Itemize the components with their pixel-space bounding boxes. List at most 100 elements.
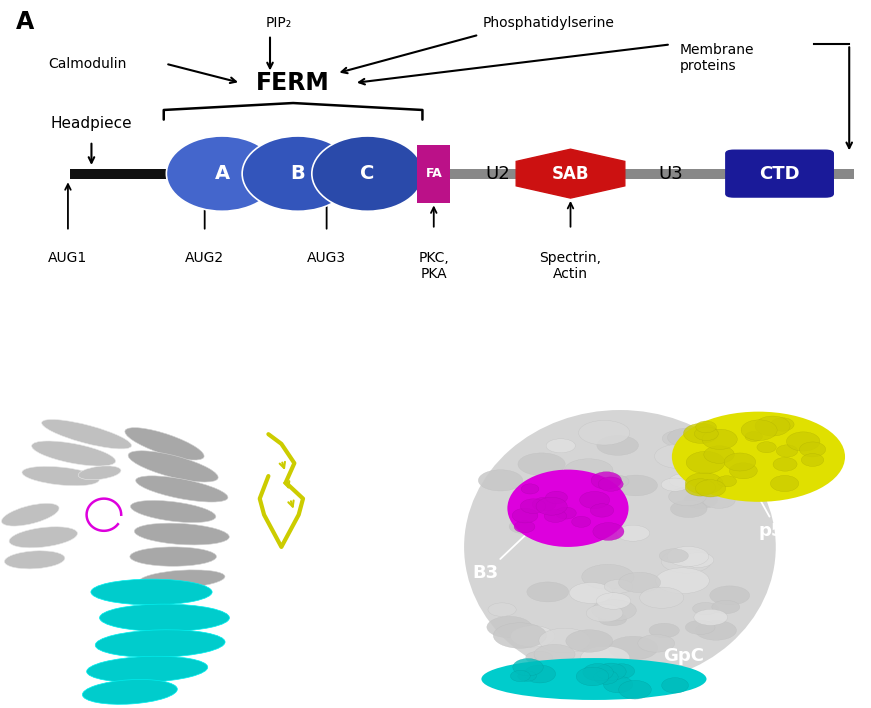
- Ellipse shape: [755, 416, 790, 436]
- Ellipse shape: [638, 634, 675, 652]
- FancyBboxPatch shape: [417, 144, 450, 202]
- FancyBboxPatch shape: [70, 169, 854, 178]
- Ellipse shape: [702, 429, 738, 450]
- Ellipse shape: [717, 476, 737, 487]
- Ellipse shape: [493, 623, 547, 649]
- Text: FERM: FERM: [256, 71, 330, 95]
- Ellipse shape: [639, 587, 684, 608]
- Ellipse shape: [591, 472, 622, 489]
- Ellipse shape: [510, 670, 530, 682]
- Ellipse shape: [136, 476, 228, 502]
- Ellipse shape: [91, 579, 213, 605]
- Ellipse shape: [695, 620, 737, 640]
- Text: p55: p55: [755, 491, 796, 539]
- FancyBboxPatch shape: [725, 149, 834, 198]
- Ellipse shape: [649, 623, 679, 638]
- Ellipse shape: [518, 453, 565, 476]
- Ellipse shape: [78, 466, 121, 480]
- Text: Headpiece: Headpiece: [51, 116, 132, 131]
- Text: GpC: GpC: [631, 647, 705, 678]
- Ellipse shape: [672, 411, 845, 502]
- Text: AUG2: AUG2: [186, 251, 224, 265]
- Ellipse shape: [527, 582, 569, 602]
- Ellipse shape: [609, 664, 635, 678]
- Ellipse shape: [745, 432, 762, 442]
- Ellipse shape: [800, 442, 826, 457]
- Ellipse shape: [685, 472, 723, 494]
- Ellipse shape: [521, 484, 539, 494]
- Ellipse shape: [544, 510, 566, 523]
- Ellipse shape: [580, 646, 630, 670]
- Ellipse shape: [776, 445, 798, 457]
- Ellipse shape: [771, 476, 799, 491]
- Text: SAB: SAB: [551, 165, 590, 183]
- Ellipse shape: [729, 463, 757, 479]
- Ellipse shape: [593, 670, 618, 684]
- Text: B3: B3: [473, 530, 531, 582]
- Ellipse shape: [591, 600, 637, 621]
- Ellipse shape: [509, 520, 538, 534]
- Ellipse shape: [704, 446, 734, 463]
- Ellipse shape: [130, 547, 216, 566]
- Ellipse shape: [773, 457, 797, 471]
- Ellipse shape: [31, 441, 116, 466]
- Ellipse shape: [583, 663, 613, 681]
- Ellipse shape: [787, 432, 820, 451]
- Ellipse shape: [482, 658, 706, 700]
- Text: Lobe B: Lobe B: [238, 649, 302, 667]
- Text: U2: U2: [486, 165, 510, 183]
- Ellipse shape: [166, 136, 278, 211]
- Text: C: C: [361, 164, 375, 183]
- Ellipse shape: [242, 136, 354, 211]
- Ellipse shape: [22, 467, 99, 486]
- Ellipse shape: [478, 470, 523, 491]
- Ellipse shape: [578, 421, 630, 445]
- Text: Phosphatidylserine: Phosphatidylserine: [483, 16, 615, 30]
- Ellipse shape: [583, 508, 625, 527]
- Ellipse shape: [724, 453, 756, 471]
- Ellipse shape: [570, 583, 613, 603]
- Ellipse shape: [514, 521, 535, 532]
- Ellipse shape: [597, 435, 638, 455]
- Ellipse shape: [618, 680, 652, 699]
- Ellipse shape: [579, 491, 610, 508]
- Ellipse shape: [654, 444, 706, 469]
- Ellipse shape: [694, 610, 727, 625]
- Ellipse shape: [513, 658, 544, 676]
- Ellipse shape: [614, 475, 658, 496]
- Ellipse shape: [526, 651, 553, 664]
- Ellipse shape: [692, 603, 719, 615]
- Ellipse shape: [86, 656, 207, 683]
- Ellipse shape: [99, 604, 229, 632]
- Text: PKC,
PKA: PKC, PKA: [418, 251, 449, 281]
- Ellipse shape: [741, 420, 777, 440]
- Ellipse shape: [618, 572, 660, 593]
- Ellipse shape: [577, 667, 609, 686]
- Ellipse shape: [593, 523, 624, 540]
- Ellipse shape: [602, 475, 629, 488]
- Text: Lobe A: Lobe A: [44, 398, 107, 416]
- Ellipse shape: [771, 418, 794, 431]
- Ellipse shape: [609, 636, 658, 660]
- Ellipse shape: [539, 628, 591, 653]
- Text: AUG3: AUG3: [307, 251, 346, 265]
- Ellipse shape: [656, 568, 709, 593]
- Ellipse shape: [553, 473, 598, 494]
- Ellipse shape: [669, 474, 698, 487]
- Ellipse shape: [9, 527, 78, 548]
- Ellipse shape: [564, 459, 613, 482]
- Ellipse shape: [616, 525, 650, 541]
- Ellipse shape: [684, 493, 718, 508]
- Text: Lobe C: Lobe C: [251, 430, 314, 448]
- Text: B: B: [26, 396, 42, 416]
- Ellipse shape: [508, 469, 629, 547]
- Polygon shape: [517, 149, 625, 198]
- Text: Calmodulin: Calmodulin: [48, 57, 126, 71]
- Ellipse shape: [661, 549, 712, 573]
- Ellipse shape: [684, 423, 719, 443]
- Ellipse shape: [667, 547, 709, 566]
- Ellipse shape: [703, 493, 735, 508]
- Ellipse shape: [571, 516, 591, 527]
- Ellipse shape: [138, 570, 225, 588]
- Ellipse shape: [686, 452, 725, 474]
